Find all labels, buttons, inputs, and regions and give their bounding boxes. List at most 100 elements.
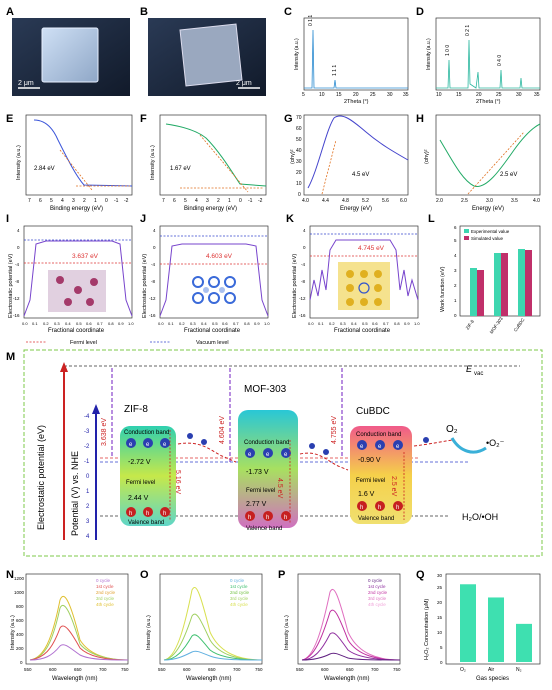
tick-G: 70 xyxy=(296,115,302,121)
electron-dot-icon xyxy=(187,433,193,439)
hole-symbol: h xyxy=(266,515,269,521)
pl-trace-N3 xyxy=(29,604,129,661)
tick-L: 1 xyxy=(454,298,457,303)
tick-G: 20 xyxy=(296,170,302,176)
tick-K: -8 xyxy=(301,279,305,284)
tick-N: 0 xyxy=(20,660,23,665)
panel-label-B: B xyxy=(140,6,148,18)
bars-Q xyxy=(460,584,532,662)
panel-Q: Q H₂O₂ Concentration (μM) 0 5 10 15 20 2… xyxy=(416,569,541,682)
reduction-arc-icon xyxy=(450,437,487,454)
tick-E: 4 xyxy=(61,198,64,204)
ylabel-D: Intensity (a.u.) xyxy=(426,38,432,70)
gap-value-zif8: 5.16 eV xyxy=(174,470,181,494)
pl-trace-O3 xyxy=(163,613,263,661)
panel-label-K: K xyxy=(286,213,294,225)
legend-sim: Simulated value xyxy=(471,236,504,241)
legend-N: 0 cycle 1st cycle 2nd cycle 3rd cycle 4t… xyxy=(96,578,116,607)
mof-zif8: ZIF-8 Conduction band e e e -2.72 V Ferm… xyxy=(101,368,181,526)
tick-K: 0.2 xyxy=(329,321,335,326)
scale-text-A: 2 μm xyxy=(18,80,34,87)
xticks-G: 4.0 4.4 4.8 5.2 5.6 6.0 xyxy=(302,198,407,204)
pl-trace-P1 xyxy=(301,652,401,661)
yticks-N: 0 200 400 600 800 1000 1200 xyxy=(14,576,25,665)
tick-I: 4 xyxy=(17,228,20,233)
tick-J: 0.6 xyxy=(222,321,228,326)
yticks-Q: 0 5 10 15 20 25 30 xyxy=(437,573,443,665)
potential-trace-J xyxy=(159,243,269,317)
xticks-F: 7 6 5 4 3 2 1 0 -1 -2 xyxy=(162,198,263,204)
axes-H xyxy=(435,114,541,196)
tick-Q: N₂ xyxy=(516,667,522,673)
tick-F: -2 xyxy=(258,198,263,204)
tick-L: 2 xyxy=(454,283,457,288)
peak-label-D3: 0 4 0 xyxy=(497,55,503,66)
electron-dot-icon xyxy=(309,443,315,449)
xps-trace-F xyxy=(165,123,267,187)
tick-H: 2.5 xyxy=(461,198,468,204)
legend-exp: Experimental value xyxy=(471,229,510,234)
legend-item: 1st cycle xyxy=(230,584,248,589)
tick-J: -12 xyxy=(149,296,156,301)
tick-I: 0.8 xyxy=(108,321,114,326)
pl-trace-O2 xyxy=(163,634,263,661)
tick-D: 10 xyxy=(436,92,442,98)
tick-F: 0 xyxy=(239,198,242,204)
legend-P: 0 cycle 1st cycle 2nd cycle 3rd cycle 4t… xyxy=(368,578,388,607)
tick-N: 600 xyxy=(16,618,24,623)
mof-mof303: MOF-303 Conduction band e e e -1.73 V Fe… xyxy=(219,368,298,532)
hole-icon xyxy=(393,501,403,511)
tick-D: 25 xyxy=(496,92,502,98)
crystal-plate-B xyxy=(179,23,243,87)
nhe-tick: 4 xyxy=(86,534,90,540)
panel-label-E: E xyxy=(6,113,13,125)
panel-label-I: I xyxy=(6,213,9,225)
peak-label-C2: 1 1 1 xyxy=(332,65,338,76)
panel-F: F 1.67 eV Intensity (a.u.) 7 6 5 4 3 2 1… xyxy=(140,113,267,212)
yticks-I: 4 0 -4 -8 -12 -16 xyxy=(13,228,20,318)
xlabel-N: Wavelength (nm) xyxy=(52,676,97,682)
category-L: MOF-303 xyxy=(489,316,504,335)
hole-icon xyxy=(143,507,153,517)
electron-icon xyxy=(245,448,255,458)
mof-name-zif8: ZIF-8 xyxy=(124,404,148,415)
ylabel-F: Intensity (a.u.) xyxy=(150,145,156,180)
tick-F: 1 xyxy=(228,198,231,204)
panel-D: D 1 0 0 0 2 1 0 4 0 Intensity (a.u.) 10 … xyxy=(416,6,541,105)
ylabel-N: Intensity (a.u.) xyxy=(10,615,16,650)
tick-I: 0.0 xyxy=(22,321,28,326)
tick-O: 750 xyxy=(255,667,263,672)
wf-value-zif8: 3.638 eV xyxy=(101,418,108,446)
xticks-Q: O₂ Air N₂ xyxy=(460,667,522,673)
tick-G: 6.0 xyxy=(400,198,407,204)
scheme-ylabel-left: Electrostatic potential (eV) xyxy=(36,425,46,530)
wf-value-cubdc: 4.755 eV xyxy=(331,416,338,444)
bar-Q xyxy=(460,584,476,662)
tick-Q: O₂ xyxy=(460,667,466,673)
category-L: CuBDC xyxy=(513,317,526,333)
crystal-cube-A xyxy=(41,27,99,83)
panel-G: G 4.5 eV (αhγ)² 4.0 4.4 4.8 5.2 5.6 6.0 … xyxy=(284,113,409,212)
tick-J: 0 xyxy=(153,245,156,250)
axes-G xyxy=(303,114,409,196)
nhe-tick: -3 xyxy=(84,429,90,435)
tick-C: 10 xyxy=(319,92,325,98)
panel-I: I 3.637 eV Electrostatic potential (eV) … xyxy=(6,213,134,334)
nhe-tick: -2 xyxy=(84,444,90,450)
fit-line-F xyxy=(199,134,249,193)
tick-E: 1 xyxy=(94,198,97,204)
tick-K: 4 xyxy=(303,228,306,233)
tick-F: 6 xyxy=(173,198,176,204)
ylabel-C: Intensity (a.u.) xyxy=(294,38,300,70)
tick-N: 200 xyxy=(16,646,24,651)
xlabel-P: Wavelength (nm) xyxy=(324,676,369,682)
tick-P: 700 xyxy=(371,667,379,672)
legend-item: 0 cycle xyxy=(230,578,245,583)
axes-E xyxy=(25,114,133,196)
vb-value-zif8: 2.44 V xyxy=(128,495,149,502)
value-H: 2.5 eV xyxy=(500,172,517,178)
tick-K: -4 xyxy=(301,262,305,267)
legend-swatch-exp xyxy=(464,229,469,233)
ylabel-Q: H₂O₂ Concentration (μM) xyxy=(424,599,430,660)
pl-trace-P2 xyxy=(301,632,401,661)
